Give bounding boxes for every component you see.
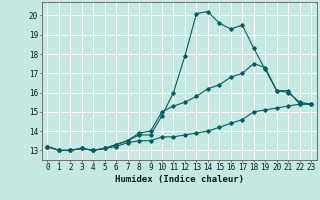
X-axis label: Humidex (Indice chaleur): Humidex (Indice chaleur) [115, 175, 244, 184]
